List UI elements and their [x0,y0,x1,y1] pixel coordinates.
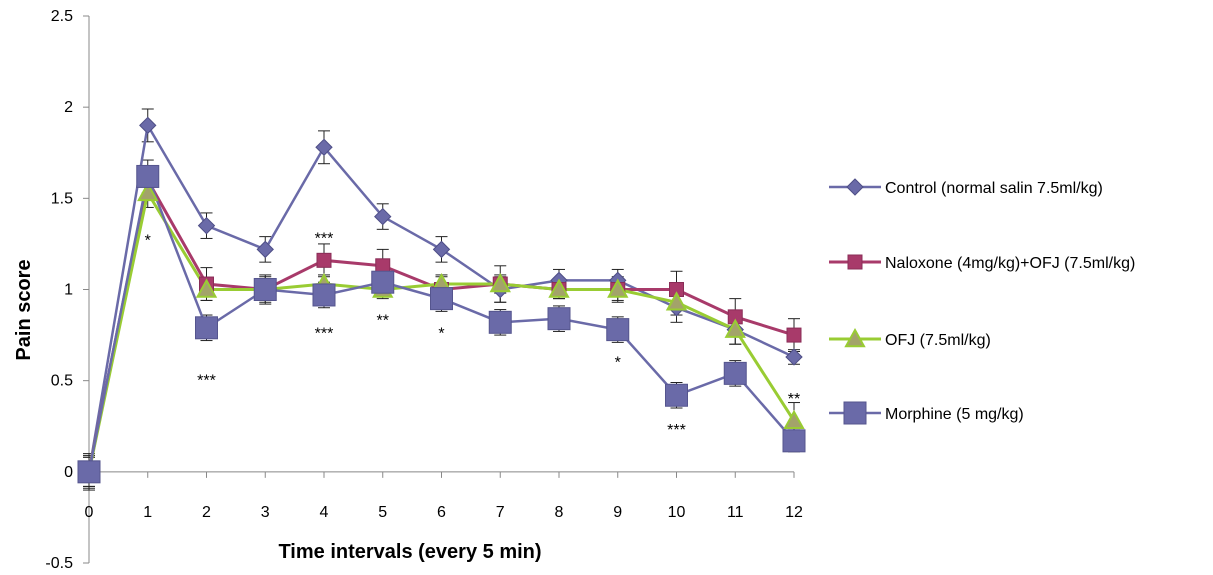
series-markers [77,116,806,484]
significance-label: *** [197,373,216,390]
data-point [374,207,392,226]
data-point [195,316,218,340]
data-point [253,278,277,301]
x-tick-label: 4 [320,504,329,521]
data-point [723,361,747,385]
significance-label: ** [788,391,800,408]
x-tick-label: 11 [727,504,744,521]
data-point [316,252,332,268]
legend-marker [843,401,867,425]
y-tick-label: 2.5 [51,8,73,25]
legend-label: Morphine (5 mg/kg) [885,406,1024,423]
x-tick-label: 10 [668,504,686,521]
x-tick-label: 12 [785,504,803,521]
data-point [786,327,802,343]
legend-label: Control (normal salin 7.5ml/kg) [885,180,1103,197]
data-point [430,287,453,311]
data-point [315,138,333,156]
y-tick-label: 1.5 [51,190,73,207]
legend-marker [847,254,863,270]
x-tick-label: 8 [555,504,564,521]
data-point [375,258,391,274]
data-point [783,409,805,429]
data-point [488,310,512,334]
y-tick-label: 0 [64,464,73,481]
legend-label: OFJ (7.5ml/kg) [885,332,991,349]
data-point [195,278,218,298]
data-point [371,270,395,294]
y-tick-label: 2 [64,99,73,116]
x-tick-label: 5 [378,504,387,521]
data-point [197,216,216,235]
data-point [256,240,274,259]
y-tick-label: -0.5 [45,555,73,572]
significance-label: * [145,232,151,249]
legend-marker [846,178,864,196]
significance-label: *** [667,422,686,439]
x-tick-label: 9 [613,504,622,521]
legend: Control (normal salin 7.5ml/kg) Naloxone … [829,178,1135,425]
data-point [607,278,629,298]
y-tick-label: 1 [64,282,73,299]
data-point [665,291,688,311]
y-tick-label: 0.5 [51,373,73,390]
x-tick-label: 0 [85,504,94,521]
x-tick-label: 7 [496,504,505,521]
data-point [489,272,511,293]
series-line [87,171,795,473]
data-point [548,278,570,298]
data-point [665,383,688,407]
data-point [77,460,101,484]
significance-label: ** [377,312,389,329]
x-tick-label: 6 [437,504,446,521]
data-point [136,164,160,188]
x-tick-label: 2 [202,504,211,521]
significance-label: * [438,325,444,342]
significance-label: * [615,354,621,371]
data-point [785,348,803,366]
legend-marker [844,327,866,348]
data-point [312,283,336,307]
data-point [606,318,630,342]
significance-label: *** [315,325,334,342]
data-point [724,318,746,338]
data-point [782,429,806,453]
axes: -0.500.511.522.50 1 2 3 4 5 6 7 8 9 10 11 12 [45,8,803,572]
legend-label: Naloxone (4mg/kg)+OFJ (7.5ml/kg) [885,255,1135,272]
y-axis-title: Pain score [13,259,35,360]
data-point [432,240,451,259]
data-point [137,181,159,202]
x-tick-label: 3 [261,504,270,521]
data-point [139,116,157,135]
x-axis-title: Time intervals (every 5 min) [278,541,541,563]
significance-label: *** [315,230,334,247]
data-point [547,307,571,331]
x-tick-label: 1 [143,504,152,521]
significance-annotations: ******************* [145,230,801,438]
